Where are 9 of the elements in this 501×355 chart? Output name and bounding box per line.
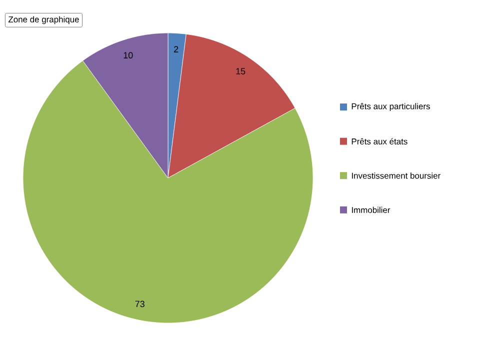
data-label: 15 [236, 68, 246, 74]
legend-label: Prêts aux états [352, 138, 408, 144]
legend-label: Immobilier [352, 206, 390, 214]
legend-label: Prêts aux particuliers [352, 103, 430, 111]
text: Zone de graphique [8, 16, 79, 24]
legend-label: Investissement boursier [352, 172, 440, 179]
data-label: 73 [135, 300, 144, 308]
data-label: 10 [124, 52, 133, 58]
data-label: 2 [174, 46, 178, 52]
